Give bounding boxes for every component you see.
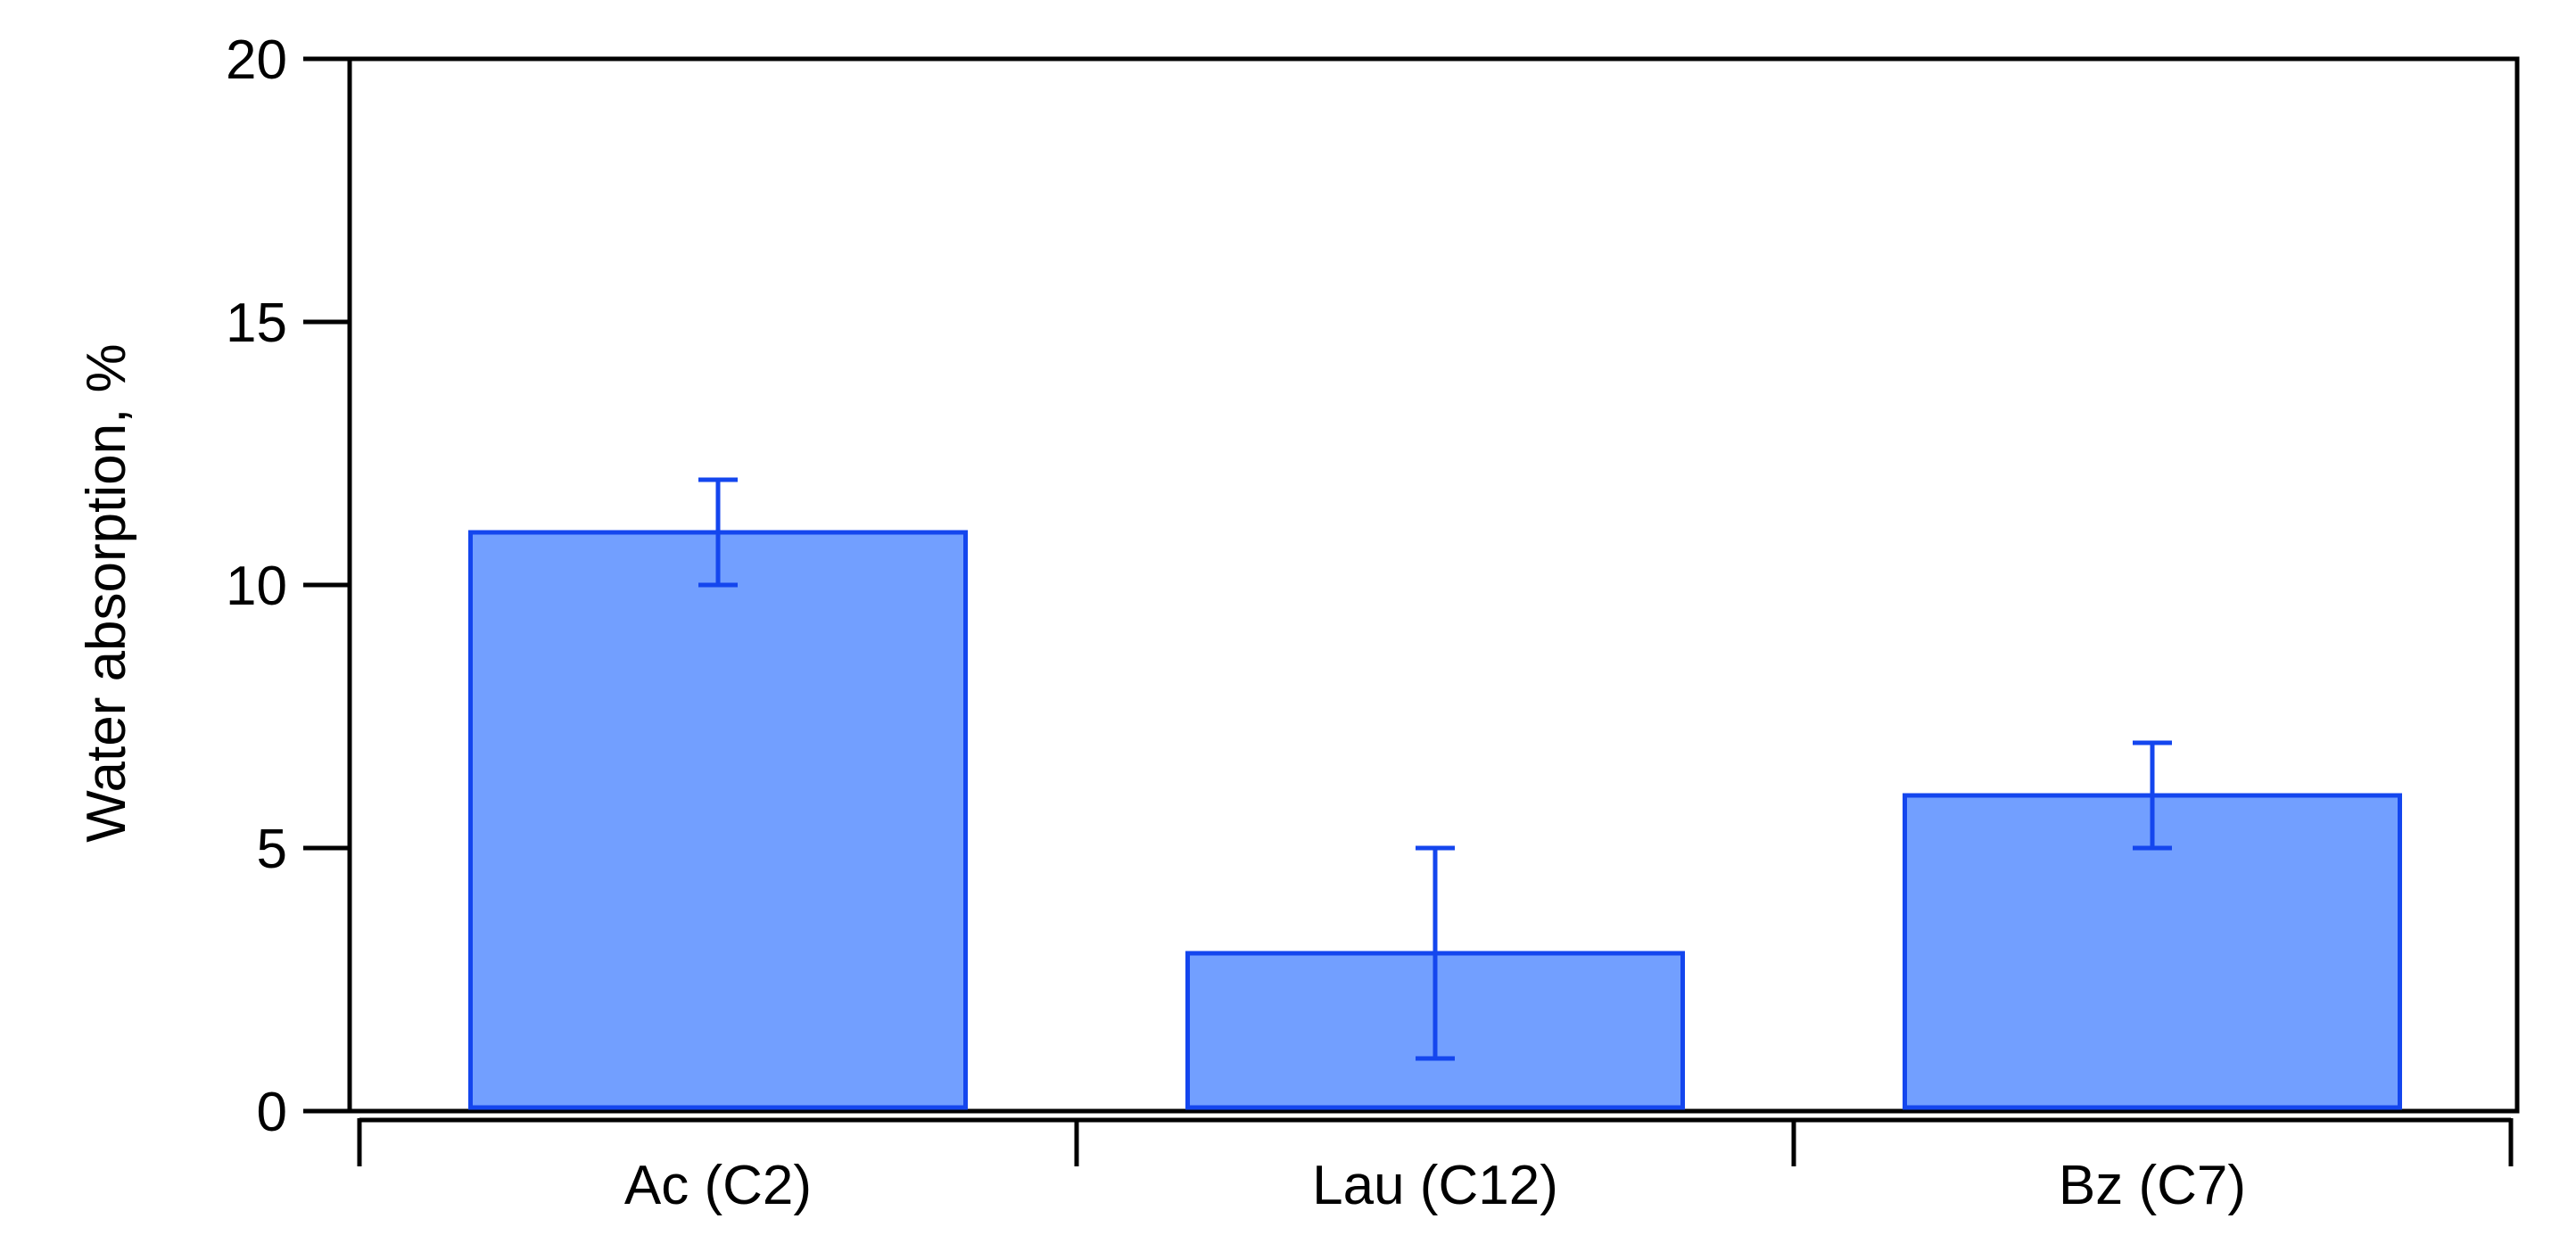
x-tick-label: Ac (C2) [624,1155,812,1216]
y-tick-label: 0 [257,1082,287,1143]
error-bar [2133,740,2172,851]
x-axis: Ac (C2) Lau (C12) Bz (C7) [357,1117,2514,1216]
error-bars [698,477,2172,1061]
y-axis: 0 5 10 15 20 [226,29,350,1143]
y-tick-label: 20 [226,29,287,91]
bar [468,530,968,1110]
error-bar [1416,845,1455,1061]
y-axis-title: Water absorption, % [76,343,137,842]
error-bar [698,477,738,588]
y-tick-label: 5 [257,819,287,880]
x-tick-label: Lau (C12) [1312,1155,1558,1216]
bars [468,530,2402,1110]
x-tick-label: Bz (C7) [2059,1155,2246,1216]
y-tick-label: 10 [226,556,287,617]
y-tick-label: 15 [226,292,287,354]
